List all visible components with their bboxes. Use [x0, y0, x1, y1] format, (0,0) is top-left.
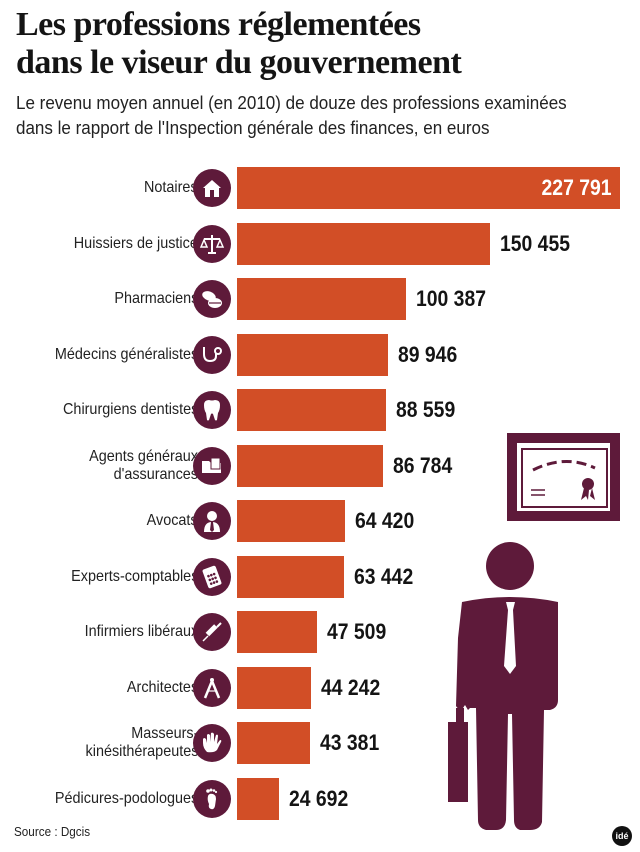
subtitle-line-1: Le revenu moyen annuel (en 2010) de douz… — [16, 92, 567, 113]
row-label: Avocats — [147, 512, 198, 529]
bar — [237, 167, 620, 209]
bar-value: 44 242 — [321, 674, 381, 700]
bar — [237, 222, 490, 265]
bar-value: 63 442 — [354, 563, 414, 589]
chart-row: Médecins généralistes 89 946 — [0, 333, 640, 376]
row-label: Infirmiers libéraux — [84, 623, 198, 640]
syringe-icon — [193, 613, 231, 651]
tooth-icon — [193, 391, 231, 429]
chart-row: Pédicures-podologues 24 692 — [0, 777, 640, 820]
bar — [237, 611, 317, 653]
bar — [237, 722, 310, 764]
bar-value: 227 791 — [542, 175, 612, 200]
chart-row: Pharmaciens 100 387 — [0, 278, 640, 320]
folder-icon — [193, 446, 231, 485]
lawyer-icon — [193, 502, 231, 540]
calculator-icon — [193, 557, 231, 596]
chart-row: Masseurs-kinésithérapeutes 43 381 — [0, 722, 640, 764]
bar — [237, 666, 311, 709]
bar — [237, 278, 406, 320]
row-label: Chirurgiens dentistes — [62, 401, 198, 418]
bar — [237, 333, 388, 376]
bar — [237, 777, 279, 820]
row-label: Pédicures-podologues — [54, 789, 198, 807]
row-label: Architectes — [126, 678, 198, 696]
chart-row: Infirmiers libéraux 47 509 — [0, 611, 640, 653]
chart-title: Les professions réglementées dans le vis… — [16, 6, 636, 82]
bar-value: 150 455 — [500, 230, 570, 256]
compass-icon — [193, 668, 231, 707]
bar-value: 64 420 — [355, 508, 415, 533]
chart-row: Avocats 64 420 — [0, 500, 640, 542]
bar-value: 89 946 — [398, 341, 458, 367]
row-label: Experts-comptables — [70, 567, 198, 585]
businessman-illustration — [448, 542, 558, 830]
row-label: Masseurs-kinésithérapeutes — [85, 725, 198, 760]
subtitle-line-2: dans le rapport de l'Inspection générale… — [16, 117, 490, 138]
publisher-logo: idé — [612, 826, 632, 846]
pills-icon — [193, 280, 231, 318]
bar-value: 100 387 — [416, 286, 486, 311]
row-label: Pharmaciens — [113, 290, 198, 307]
title-line-2: dans le viseur du gouvernement — [16, 44, 462, 81]
chart-row: Huissiers de justice 150 455 — [0, 222, 640, 265]
foot-icon — [193, 779, 231, 818]
hand-icon — [193, 724, 231, 762]
chart-row: Chirurgiens dentistes 88 559 — [0, 389, 640, 431]
source-note: Source : Dgcis — [14, 824, 91, 839]
chart-row: Architectes 44 242 — [0, 666, 640, 709]
row-label: Huissiers de justice — [73, 234, 198, 252]
row-label: Agents généraux d'assurances — [89, 447, 198, 483]
bar — [237, 555, 344, 598]
bar-value: 86 784 — [393, 452, 453, 478]
chart-row: Agents généraux d'assurances 86 784 — [0, 444, 640, 487]
title-line-1: Les professions réglementées — [16, 6, 421, 43]
diploma-illustration — [507, 433, 620, 521]
bar — [237, 389, 386, 431]
house-icon — [193, 169, 231, 207]
bar — [237, 500, 345, 542]
row-label: Médecins généralistes — [54, 345, 198, 363]
row-label: Notaires — [144, 179, 198, 196]
bar-value: 43 381 — [320, 730, 380, 755]
bar — [237, 444, 383, 487]
stethoscope-icon — [193, 335, 231, 374]
bar-value: 47 509 — [327, 619, 387, 644]
bar-value: 88 559 — [396, 397, 456, 422]
diploma-icon — [531, 459, 596, 500]
scales-icon — [193, 224, 231, 263]
chart-subtitle: Le revenu moyen annuel (en 2010) de douz… — [16, 90, 586, 140]
chart-row: Notaires 227 791 — [0, 167, 640, 209]
bar-value: 24 692 — [289, 785, 349, 811]
chart-row: Experts-comptables 63 442 — [0, 555, 640, 598]
